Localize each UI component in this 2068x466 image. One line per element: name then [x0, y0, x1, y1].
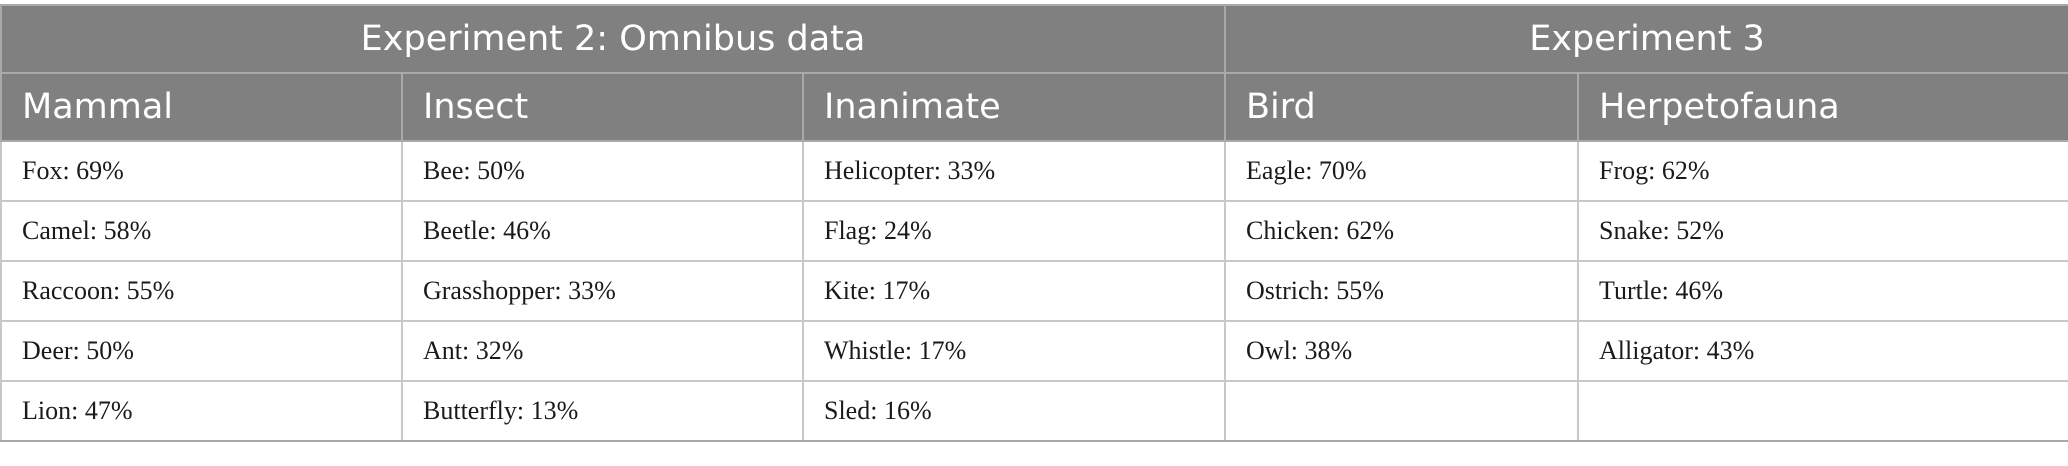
table-cell: Chicken: 62% — [1224, 200, 1580, 262]
table-row: Raccoon: 55% Grasshopper: 33% Kite: 17% … — [0, 260, 2068, 322]
table-cell: Alligator: 43% — [1577, 320, 2068, 382]
results-table: Experiment 2: Omnibus data Experiment 3 … — [0, 4, 2068, 442]
table-row: Fox: 69% Bee: 50% Helicopter: 33% Eagle:… — [0, 140, 2068, 202]
table-cell: Ostrich: 55% — [1224, 260, 1580, 322]
table-cell: Flag: 24% — [801, 200, 1227, 262]
group-header-row: Experiment 2: Omnibus data Experiment 3 — [0, 4, 2068, 74]
results-table-container: Experiment 2: Omnibus data Experiment 3 … — [0, 4, 2068, 442]
table-cell: Fox: 69% — [0, 140, 403, 202]
table-cell: Deer: 50% — [0, 320, 403, 382]
table-cell: Camel: 58% — [0, 200, 403, 262]
table-cell: Butterfly: 13% — [401, 380, 804, 442]
column-header-bird: Bird — [1224, 72, 1580, 142]
column-header-herpetofauna: Herpetofauna — [1577, 72, 2068, 142]
table-cell: Grasshopper: 33% — [401, 260, 804, 322]
table-cell: Beetle: 46% — [401, 200, 804, 262]
table-row: Deer: 50% Ant: 32% Whistle: 17% Owl: 38%… — [0, 320, 2068, 382]
column-header-insect: Insect — [401, 72, 804, 142]
group-header-experiment-2: Experiment 2: Omnibus data — [0, 4, 1227, 74]
table-row: Lion: 47% Butterfly: 13% Sled: 16% — [0, 380, 2068, 442]
table-cell: Turtle: 46% — [1577, 260, 2068, 322]
table-cell: Eagle: 70% — [1224, 140, 1580, 202]
table-cell: Snake: 52% — [1577, 200, 2068, 262]
table-cell: Bee: 50% — [401, 140, 804, 202]
table-row: Camel: 58% Beetle: 46% Flag: 24% Chicken… — [0, 200, 2068, 262]
table-cell — [1577, 380, 2068, 442]
column-header-row: Mammal Insect Inanimate Bird Herpetofaun… — [0, 72, 2068, 142]
table-cell: Frog: 62% — [1577, 140, 2068, 202]
table-cell: Ant: 32% — [401, 320, 804, 382]
table-cell: Sled: 16% — [801, 380, 1227, 442]
table-cell: Whistle: 17% — [801, 320, 1227, 382]
table-cell — [1224, 380, 1580, 442]
table-cell: Kite: 17% — [801, 260, 1227, 322]
table-cell: Lion: 47% — [0, 380, 403, 442]
column-header-inanimate: Inanimate — [801, 72, 1227, 142]
group-header-experiment-3: Experiment 3 — [1224, 4, 2068, 74]
table-cell: Owl: 38% — [1224, 320, 1580, 382]
column-header-mammal: Mammal — [0, 72, 403, 142]
table-cell: Raccoon: 55% — [0, 260, 403, 322]
table-cell: Helicopter: 33% — [801, 140, 1227, 202]
